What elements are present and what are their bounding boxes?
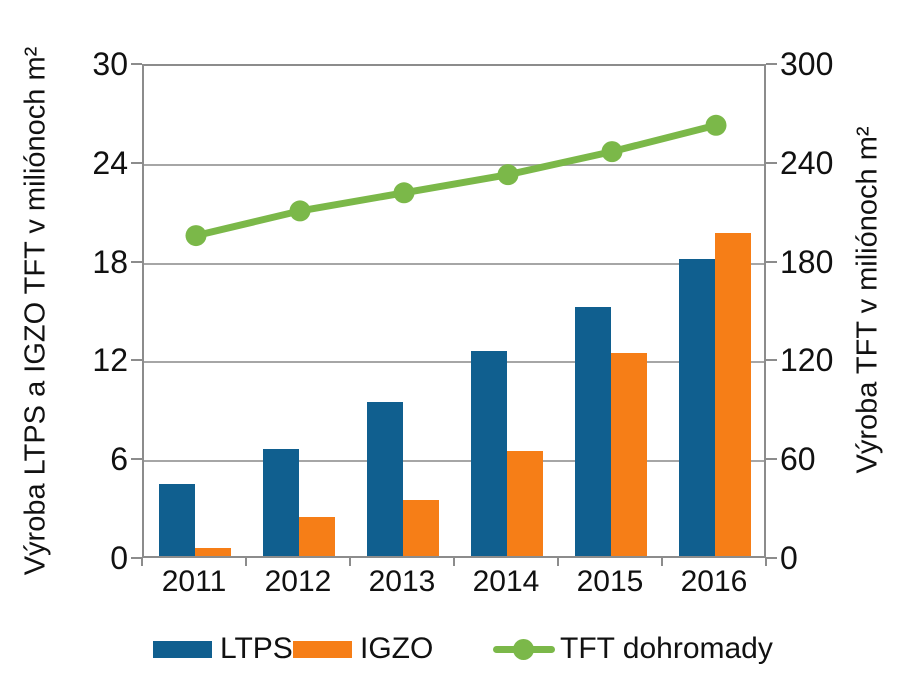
left-axis-tick bbox=[131, 458, 142, 461]
bar-ltps-2013 bbox=[367, 401, 403, 556]
left-axis-tick bbox=[131, 557, 142, 559]
line-point-2012 bbox=[289, 200, 311, 222]
bar-igzo-2013 bbox=[403, 500, 439, 556]
right-axis-tick bbox=[766, 458, 777, 461]
bar-igzo-2014 bbox=[507, 451, 543, 556]
bar-ltps-2016 bbox=[679, 259, 715, 556]
right-axis-tick bbox=[766, 161, 777, 164]
legend-label: LTPS bbox=[220, 632, 293, 665]
x-axis-tick bbox=[141, 558, 143, 566]
x-axis-tick bbox=[245, 558, 247, 566]
y-tick-label-left: 6 bbox=[110, 441, 128, 478]
line-point-2014 bbox=[497, 164, 519, 186]
gridline bbox=[144, 459, 764, 462]
y-tick-label-left: 12 bbox=[92, 342, 128, 379]
left-axis-tick bbox=[131, 359, 142, 362]
line-point-2011 bbox=[185, 225, 207, 247]
line-path bbox=[195, 121, 717, 240]
line-point-2015 bbox=[601, 141, 623, 163]
legend-item-igzo: IGZO bbox=[293, 632, 433, 666]
line-point-2016 bbox=[705, 114, 727, 136]
x-tick-label: 2014 bbox=[472, 565, 540, 598]
y-tick-label-right: 120 bbox=[780, 342, 834, 379]
legend-swatch-igzo bbox=[293, 640, 352, 658]
bar-ltps-2012 bbox=[263, 449, 299, 556]
y-tick-label-left: 24 bbox=[92, 144, 128, 181]
right-axis-title: Výroba TFT v miliónoch m² bbox=[851, 126, 884, 474]
y-tick-label-right: 0 bbox=[780, 540, 798, 576]
legend-item-tft-dohromady: TFT dohromady bbox=[493, 632, 773, 666]
gridline bbox=[144, 262, 764, 265]
y-tick-label-left: 30 bbox=[92, 46, 128, 82]
x-tick-label: 2013 bbox=[368, 565, 436, 598]
line-series-tft-dohromady bbox=[185, 114, 727, 247]
plot-area bbox=[142, 64, 766, 558]
x-axis-tick bbox=[557, 558, 559, 566]
gridline bbox=[144, 361, 764, 364]
x-axis-tick bbox=[661, 558, 663, 566]
bar-ltps-2015 bbox=[575, 306, 611, 556]
right-axis-tick bbox=[766, 359, 777, 362]
bar-igzo-2016 bbox=[715, 232, 751, 556]
right-axis-tick bbox=[766, 557, 777, 559]
right-axis-tick bbox=[766, 260, 777, 263]
y-tick-label-right: 180 bbox=[780, 243, 834, 280]
bar-igzo-2011 bbox=[195, 547, 231, 556]
gridline bbox=[144, 164, 764, 167]
x-axis-tick bbox=[765, 558, 767, 566]
y-tick-label-right: 240 bbox=[780, 144, 834, 181]
bar-igzo-2015 bbox=[611, 352, 647, 556]
right-axis-tick bbox=[766, 63, 777, 65]
legend-label: TFT dohromady bbox=[560, 632, 773, 665]
x-tick-label: 2012 bbox=[264, 565, 332, 598]
legend-dot bbox=[513, 638, 534, 660]
left-axis-tick bbox=[131, 63, 142, 65]
y-tick-label-left: 18 bbox=[92, 243, 128, 280]
left-axis-title: Výroba LTPS a IGZO TFT v miliónoch m² bbox=[19, 46, 52, 576]
legend-swatch-ltps bbox=[153, 640, 212, 658]
y-tick-label-right: 300 bbox=[780, 46, 834, 82]
legend-line-marker bbox=[493, 638, 555, 660]
left-axis-tick bbox=[131, 161, 142, 164]
legend: LTPS IGZO TFT dohromady bbox=[0, 632, 919, 666]
x-tick-label: 2011 bbox=[161, 565, 227, 598]
x-axis-tick bbox=[349, 558, 351, 566]
bar-ltps-2014 bbox=[471, 351, 507, 556]
legend-label: IGZO bbox=[360, 632, 434, 665]
bar-igzo-2012 bbox=[299, 516, 335, 556]
legend-item-ltps: LTPS bbox=[153, 632, 293, 666]
x-tick-label: 2016 bbox=[680, 565, 748, 598]
y-tick-label-right: 60 bbox=[780, 441, 816, 478]
x-axis-tick bbox=[453, 558, 455, 566]
left-axis-tick bbox=[131, 260, 142, 263]
bar-ltps-2011 bbox=[159, 483, 195, 556]
x-tick-label: 2015 bbox=[576, 565, 644, 598]
line-point-2013 bbox=[393, 182, 415, 204]
y-tick-label-left: 0 bbox=[110, 540, 128, 576]
